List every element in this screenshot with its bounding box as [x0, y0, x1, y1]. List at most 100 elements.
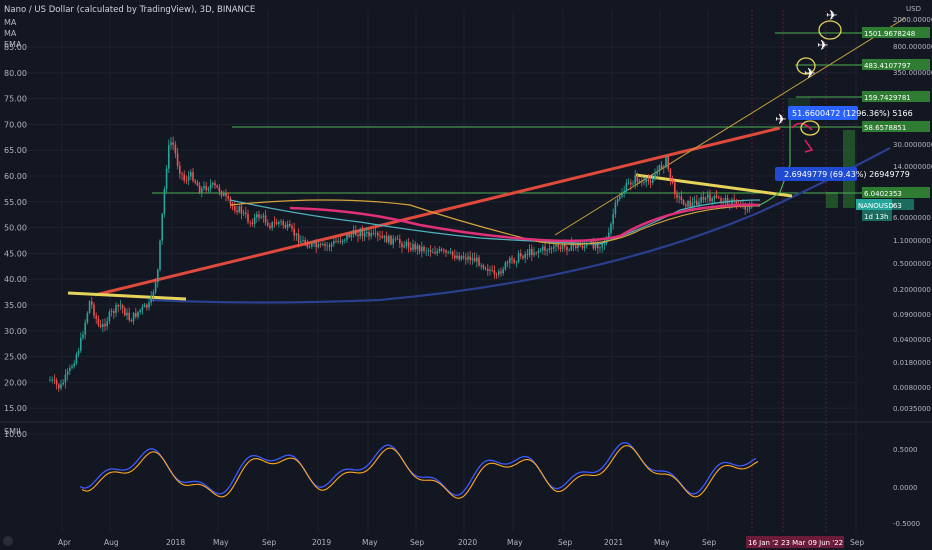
- candle: [702, 196, 705, 200]
- indicator-label: MA: [4, 29, 17, 38]
- candle: [592, 241, 595, 249]
- candle: [564, 244, 566, 247]
- candle: [73, 363, 75, 367]
- pink-arrow: [791, 122, 813, 131]
- candle: [170, 142, 172, 145]
- candle: [434, 252, 436, 254]
- time-axis-tick: May: [213, 538, 229, 547]
- candle: [238, 206, 240, 213]
- candle: [99, 324, 102, 327]
- candle: [319, 244, 322, 246]
- candle: [348, 234, 350, 238]
- candle: [619, 196, 621, 199]
- candle: [69, 367, 71, 372]
- candle: [251, 222, 254, 225]
- price-label-bg: [862, 59, 930, 70]
- candle: [359, 229, 361, 237]
- candle: [436, 251, 438, 254]
- left-axis-tick: 20.00: [4, 378, 27, 387]
- candle: [649, 180, 652, 183]
- candle: [183, 174, 185, 181]
- candle: [412, 244, 414, 250]
- candle: [220, 191, 223, 196]
- candle: [275, 222, 278, 224]
- candle: [526, 253, 529, 256]
- candle: [390, 235, 392, 245]
- candle: [680, 196, 683, 201]
- candle: [179, 165, 181, 174]
- measure-label-down: 2.6949779 (69.43%) 26949779: [784, 170, 910, 179]
- candle: [731, 199, 733, 205]
- candle: [407, 241, 410, 248]
- candle: [86, 312, 89, 323]
- left-axis-tick: 70.00: [4, 120, 27, 129]
- candle: [128, 312, 130, 321]
- candle: [55, 380, 58, 385]
- candle: [258, 214, 260, 218]
- right-axis-tick: 0.2000000: [893, 286, 931, 294]
- candle: [267, 222, 269, 226]
- candle: [262, 215, 265, 218]
- candle: [502, 269, 504, 274]
- target-circle: [800, 120, 820, 136]
- right-axis-tick: 350.0000000: [893, 69, 932, 77]
- time-axis-tick: 2019: [312, 538, 331, 547]
- candle: [577, 244, 579, 249]
- candle: [517, 253, 520, 262]
- candle: [403, 245, 405, 248]
- oscillator-label: SMII: [4, 427, 21, 436]
- candle: [616, 198, 619, 203]
- candle: [271, 222, 273, 229]
- candle: [385, 235, 388, 243]
- candle: [102, 323, 104, 327]
- candle: [643, 182, 645, 183]
- candle: [374, 233, 377, 234]
- price-label-level: 483.4107797: [864, 62, 911, 70]
- candle: [150, 295, 152, 303]
- candle: [130, 320, 133, 322]
- candle: [379, 235, 381, 237]
- candle: [159, 240, 161, 270]
- candle: [724, 197, 727, 204]
- candle: [511, 258, 513, 260]
- candle: [330, 243, 333, 247]
- candle: [174, 144, 177, 154]
- candle: [234, 206, 236, 211]
- price-label-symbol: NANOUSD: [858, 202, 894, 210]
- candle: [75, 354, 78, 364]
- right-axis-tick: 0.0400000: [893, 336, 931, 344]
- drawing-lines: [67, 17, 906, 304]
- candle: [185, 180, 188, 182]
- candle: [146, 304, 148, 308]
- candle: [414, 244, 416, 250]
- candle: [324, 244, 326, 246]
- left-axis-tick: 65.00: [4, 146, 27, 155]
- candle: [597, 244, 599, 249]
- candle: [524, 253, 526, 259]
- candle: [667, 156, 669, 170]
- candle: [93, 304, 95, 316]
- candle: [328, 245, 331, 247]
- candle: [157, 269, 159, 283]
- candle: [652, 179, 654, 183]
- candle: [528, 248, 531, 256]
- candle: [489, 269, 491, 272]
- candle: [137, 311, 139, 317]
- candle: [632, 183, 634, 185]
- candle: [608, 232, 610, 240]
- candle: [201, 188, 203, 193]
- candle: [132, 313, 135, 322]
- candle: [733, 199, 735, 201]
- candle: [669, 169, 672, 180]
- candle: [82, 334, 84, 339]
- candle: [704, 197, 707, 200]
- candle: [451, 251, 454, 256]
- price-label-bg: [862, 27, 930, 38]
- candle: [308, 246, 311, 248]
- candle: [575, 245, 577, 249]
- price-label-level: 1501.9678248: [864, 30, 915, 38]
- pink-arrow: [804, 139, 814, 153]
- time-axis-highlight: 23 Mar '22: [781, 539, 818, 547]
- candle: [586, 243, 588, 246]
